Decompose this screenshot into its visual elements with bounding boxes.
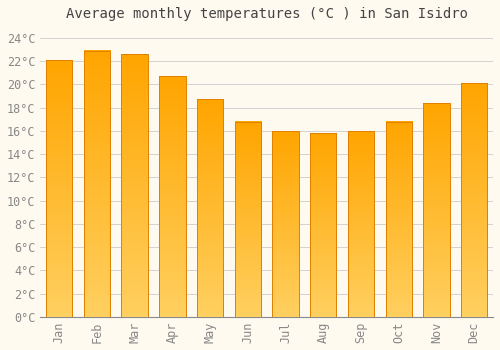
Bar: [197, 99, 224, 317]
Bar: [122, 54, 148, 317]
Bar: [386, 121, 412, 317]
Bar: [159, 76, 186, 317]
Bar: [234, 121, 261, 317]
Bar: [348, 131, 374, 317]
Bar: [46, 60, 72, 317]
Bar: [461, 83, 487, 317]
Bar: [272, 131, 299, 317]
Bar: [84, 51, 110, 317]
Title: Average monthly temperatures (°C ) in San Isidro: Average monthly temperatures (°C ) in Sa…: [66, 7, 468, 21]
Bar: [310, 133, 336, 317]
Bar: [424, 103, 450, 317]
